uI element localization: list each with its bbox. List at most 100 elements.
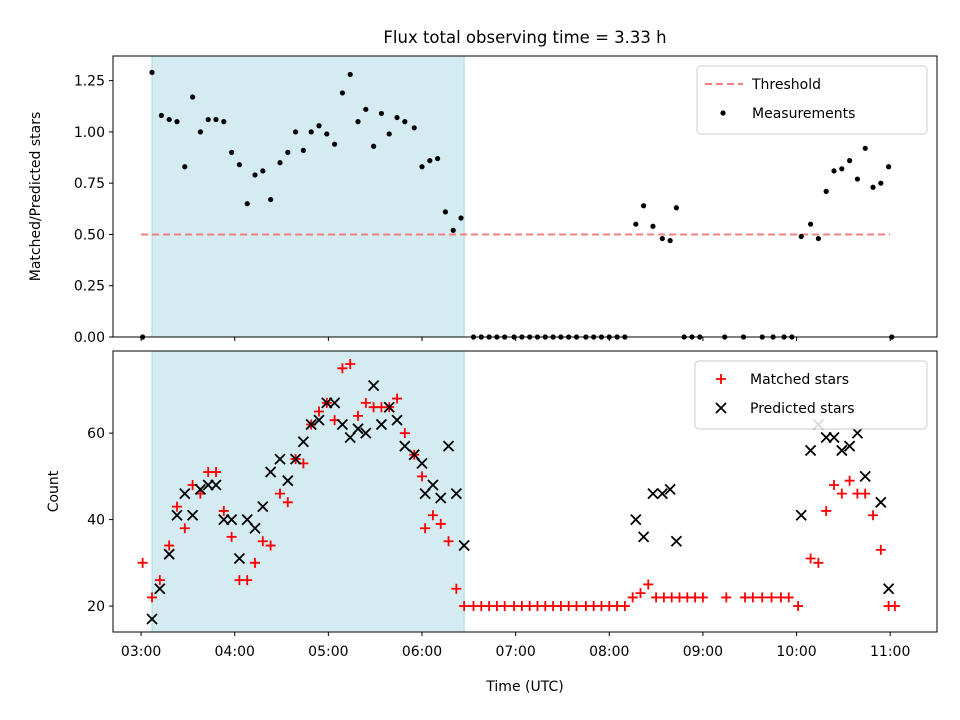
x-tick-label: 04:00 — [215, 644, 255, 660]
measurement-point — [371, 143, 377, 149]
measurement-point — [292, 129, 299, 135]
measurement-point — [182, 164, 188, 170]
measurement-point — [659, 235, 665, 242]
x-tick-label: 05:00 — [308, 644, 348, 660]
measurement-point — [862, 145, 868, 151]
predicted-star-point — [171, 509, 183, 521]
predicted-star-point — [442, 440, 455, 452]
legend-box — [694, 360, 928, 430]
predicted-star-point — [836, 444, 848, 457]
predicted-star-point — [305, 418, 317, 431]
matched-star-point — [137, 557, 148, 568]
x-tick-label: 11:00 — [870, 644, 910, 660]
matched-star-point — [392, 393, 403, 404]
measurement-point — [854, 176, 861, 182]
predicted-star-point — [163, 548, 175, 560]
predicted-star-point — [859, 470, 871, 483]
matched-star-point — [697, 592, 708, 603]
predicted-star-point — [352, 423, 364, 435]
matched-star-point — [805, 553, 816, 564]
measurement-point — [300, 147, 306, 153]
x-axis-label: Time (UTC) — [485, 679, 563, 695]
legend-label: Matched stars — [750, 372, 849, 388]
predicted-star-point — [210, 479, 222, 491]
matched-star-point — [226, 531, 237, 542]
predicted-star-point — [670, 535, 683, 547]
x-tick-label: 10:00 — [776, 644, 816, 660]
predicted-star-point — [804, 444, 817, 457]
measurement-point — [244, 201, 250, 207]
measurement-point — [798, 233, 804, 240]
x-tick-label: 06:00 — [402, 644, 442, 660]
matched-star-point — [860, 488, 871, 499]
y-tick-label: 1.00 — [74, 125, 105, 141]
predicted-star-point — [233, 552, 246, 565]
predicted-star-point — [795, 509, 807, 521]
matched-star-point — [721, 592, 732, 603]
matched-star-point — [766, 592, 777, 603]
predicted-star-point — [179, 488, 191, 500]
measurement-point — [332, 141, 338, 147]
predicted-star-point — [282, 475, 294, 487]
predicted-star-point — [289, 453, 302, 465]
matched-star-point — [353, 410, 364, 421]
predicted-star-point — [264, 466, 277, 478]
predicted-star-point — [360, 427, 372, 439]
predicted-star-point — [851, 427, 864, 439]
y-tick-label: 0.25 — [74, 279, 105, 295]
measurement-point — [252, 172, 258, 178]
axes-frame — [112, 55, 938, 338]
measurement-point — [324, 131, 330, 137]
measurement-point — [149, 69, 155, 76]
measurement-point — [166, 116, 172, 123]
matched-star-point — [757, 592, 768, 603]
measurement-point — [221, 119, 227, 125]
matched-star-point — [420, 523, 431, 534]
measurement-point — [394, 114, 400, 121]
matched-star-point — [783, 592, 794, 603]
matched-star-point — [813, 557, 824, 568]
bottom-legend: Matched stars Predicted stars — [694, 360, 928, 430]
measurement-point — [268, 196, 274, 203]
top-axes: 0.00 0.25 0.50 0.75 1.00 1.25 Matched/Predicte… — [28, 55, 938, 346]
matched-star-point — [829, 480, 839, 491]
legend-measurement-swatch — [720, 110, 726, 116]
legend-label: Measurements — [752, 106, 855, 122]
predicted-star-point — [313, 414, 325, 426]
matched-star-point — [643, 579, 654, 590]
measurement-point — [847, 158, 853, 164]
measurement-point — [386, 131, 392, 137]
predicted-star-point — [146, 613, 158, 625]
measurement-point — [419, 164, 425, 170]
measurement-point — [260, 168, 266, 174]
legend-label: Predicted stars — [750, 401, 855, 417]
matched-star-point — [257, 536, 268, 547]
measurement-point — [450, 227, 456, 233]
measurement-point — [641, 203, 647, 209]
shaded-region — [151, 55, 465, 338]
legend-box — [696, 65, 928, 135]
matched-star-point — [889, 601, 900, 612]
matched-star-point — [635, 588, 646, 599]
measurement-point — [402, 119, 408, 125]
predicted-star-point — [367, 379, 380, 392]
matched-star-point — [282, 497, 293, 508]
predicted-star-point — [249, 522, 261, 534]
x-tick-label: 09:00 — [683, 644, 723, 660]
x-tick-label: 08:00 — [589, 644, 629, 660]
measurement-point — [411, 125, 417, 131]
matched-star-point — [314, 406, 324, 417]
predicted-star-point — [383, 401, 395, 413]
predicted-star-point — [391, 414, 403, 426]
predicted-star-point — [375, 418, 388, 431]
measurement-point — [285, 149, 291, 156]
predicted-star-point — [656, 488, 668, 500]
matched-star-point — [868, 510, 879, 521]
predicted-star-point — [186, 509, 199, 521]
y-tick-label: 0.50 — [74, 227, 105, 243]
y-tick-label: 1.25 — [74, 74, 105, 90]
top-shaded-region — [151, 55, 465, 338]
measurement-point — [229, 149, 235, 156]
legend-predicted-swatch — [715, 402, 727, 414]
x-tick-label: 03:00 — [121, 644, 161, 660]
